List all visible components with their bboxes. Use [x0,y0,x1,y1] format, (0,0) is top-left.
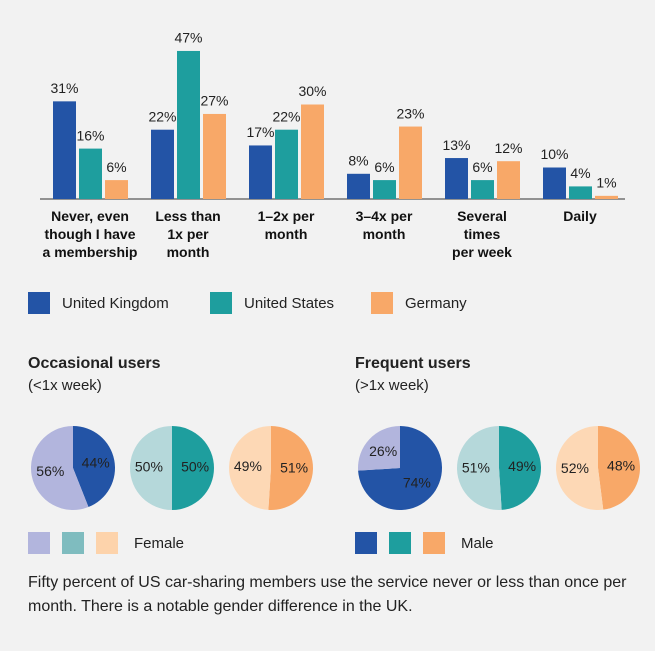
value-label: 10% [540,146,568,162]
pie-label: 51% [280,459,308,475]
bar [301,104,324,199]
bar [203,113,226,199]
pie-slice [73,426,115,508]
pie-slice [499,426,541,510]
pie-slice [358,426,400,471]
category-label: Several times per week [452,208,512,260]
value-label: 16% [76,127,104,143]
category-label: Less than 1x per month [155,208,221,260]
value-label: 17% [246,124,274,140]
caption: Fifty percent of US car-sharing members … [28,574,627,615]
bar [497,161,520,199]
legend-label: United Kingdom [62,295,169,312]
bar [543,167,566,199]
category-label: 1–2x per month [257,208,315,242]
pie-label: 44% [82,454,110,470]
value-label: 6% [472,159,492,175]
pie-slice [172,426,214,510]
category-label: Daily [563,208,597,224]
value-label: 13% [442,137,470,153]
bar [275,129,298,199]
bar [445,158,468,199]
legend-label: Male [461,535,494,552]
pie-label: 51% [462,459,490,475]
legend-label: United States [244,295,334,312]
bar [399,126,422,199]
bar [471,180,494,199]
pie-label: 49% [508,458,536,474]
pie-slice [358,426,443,511]
bar [177,50,200,200]
pie-slice [30,426,89,510]
value-label: 22% [148,108,176,124]
bar [595,195,618,199]
legend-swatch [371,292,393,314]
value-label: 8% [348,153,368,169]
legend-label: Germany [405,295,467,312]
value-label: 4% [570,165,590,181]
pie-slice [130,426,172,510]
value-label: 30% [298,83,326,99]
value-label: 1% [596,175,616,191]
bar [151,129,174,199]
legend-swatch [389,532,411,554]
pie-label: 52% [561,460,589,476]
legend-swatch [28,292,50,314]
category-label: Never, even though I have a membership [42,208,138,260]
value-label: 47% [174,30,202,46]
bar [79,148,102,199]
pie-label: 49% [234,458,262,474]
legend-swatch [62,532,84,554]
pie-slice [229,426,271,510]
legend-swatch [355,532,377,554]
category-label: 3–4x per month [355,208,413,242]
pie-label: 48% [607,457,635,473]
value-label: 27% [200,93,228,109]
value-label: 12% [494,140,522,156]
legend-swatch [210,292,232,314]
legend-label: Female [134,535,184,552]
bar [105,180,128,199]
pie-label: 74% [403,475,431,491]
value-label: 23% [396,105,424,121]
bar [347,173,370,199]
pie-label: 56% [36,463,64,479]
value-label: 22% [272,108,300,124]
legend-swatch [423,532,445,554]
value-label: 31% [50,80,78,96]
bar [373,180,396,199]
pie-slice [268,426,314,511]
pie-slice [598,425,641,510]
pie-label: 50% [181,459,209,475]
pie-label: 50% [135,459,163,475]
pie-slice [556,426,604,510]
section-subtitle: (>1x week) [355,377,429,394]
bar [569,186,592,199]
section-subtitle: (<1x week) [28,377,102,394]
bar [53,101,76,199]
section-title: Frequent users [355,355,471,372]
pie-label: 26% [369,443,397,459]
legend-swatch [96,532,118,554]
section-title: Occasional users [28,355,161,372]
legend-swatch [28,532,50,554]
pie-slice [456,426,502,511]
value-label: 6% [374,159,394,175]
value-label: 6% [106,159,126,175]
bar [249,145,272,199]
